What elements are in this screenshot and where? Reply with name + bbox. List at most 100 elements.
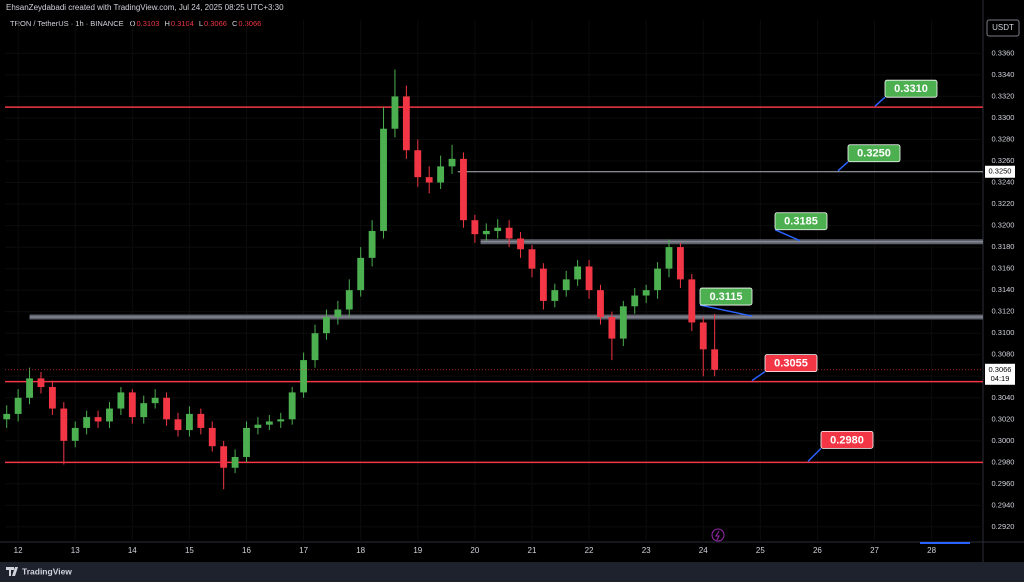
- level-pointer: [807, 447, 822, 462]
- y-tick-label: 0.3180: [992, 242, 1015, 251]
- y-tick-label: 0.3140: [992, 285, 1015, 294]
- candle-body: [642, 290, 650, 296]
- candle-body: [14, 397, 22, 414]
- y-tick-label: 0.2960: [992, 479, 1015, 488]
- candle-body: [151, 397, 159, 404]
- y-tick-label: 0.3300: [992, 113, 1015, 122]
- candle-body: [482, 230, 490, 235]
- countdown: 04:19: [991, 374, 1010, 383]
- level-tag: [884, 79, 938, 98]
- candle-body: [368, 230, 376, 258]
- x-tick-label: 15: [185, 546, 194, 555]
- ohlc-value: 0.3104: [171, 19, 194, 28]
- axis-level-label: 0.3250: [989, 167, 1012, 176]
- candle-body: [345, 290, 353, 310]
- credit: EhsanZeydabadi created with TradingView.…: [6, 3, 284, 12]
- symbol: TRON / TetherUS · 1h · BINANCE: [10, 19, 124, 28]
- level-tag: [820, 430, 874, 449]
- level-tag: [699, 287, 753, 306]
- x-tick-label: 22: [585, 546, 594, 555]
- level-tag-label: 0.3250: [857, 148, 891, 160]
- footer: [0, 562, 1024, 582]
- candle-body: [208, 427, 216, 447]
- candle-body: [505, 227, 513, 239]
- ohlc-value: 0.3066: [204, 19, 227, 28]
- candle-body: [37, 378, 45, 388]
- ohlc-label: C: [232, 19, 238, 28]
- level-pointer: [699, 304, 753, 317]
- x-tick-label: 20: [470, 546, 479, 555]
- candle-body: [83, 417, 91, 428]
- y-tick-label: 0.3320: [992, 91, 1015, 100]
- candle-body: [437, 166, 445, 183]
- candle-body: [528, 249, 536, 269]
- candle-body: [494, 227, 502, 231]
- level-tag-label: 0.3055: [774, 358, 808, 370]
- y-tick-label: 0.3080: [992, 350, 1015, 359]
- y-tick-label: 0.2920: [992, 522, 1015, 531]
- ohlc-label: H: [164, 19, 169, 28]
- candle-body: [562, 279, 570, 291]
- x-tick-label: 26: [813, 546, 822, 555]
- candle-body: [608, 317, 616, 339]
- candle-body: [311, 333, 319, 361]
- y-tick-label: 0.3280: [992, 134, 1015, 143]
- currency-box: [986, 19, 1020, 37]
- candle-body: [357, 257, 365, 291]
- ohlc-value: 0.3066: [238, 19, 261, 28]
- x-tick-label: 21: [528, 546, 537, 555]
- x-tick-label: 14: [128, 546, 137, 555]
- candle-body: [654, 268, 661, 291]
- candle-body: [539, 268, 547, 301]
- candle-body: [517, 238, 524, 250]
- axis-level-tag: [985, 165, 1015, 178]
- candle-body: [26, 378, 33, 398]
- candle-body: [688, 279, 696, 323]
- level-tag-label: 0.3115: [709, 291, 742, 303]
- candle-body: [380, 128, 387, 231]
- candle-body: [140, 403, 148, 418]
- candle-body: [277, 419, 285, 422]
- candle-body: [631, 295, 639, 307]
- y-tick-label: 0.3240: [992, 178, 1015, 187]
- candle-body: [163, 397, 170, 420]
- y-tick-label: 0.3260: [992, 156, 1015, 165]
- x-tick-label: 25: [756, 546, 765, 555]
- candle-body: [265, 421, 273, 425]
- level-tag: [764, 354, 818, 373]
- candle-body: [425, 177, 433, 183]
- level-tag: [774, 212, 828, 231]
- candle-body: [551, 290, 559, 301]
- candle-body: [665, 247, 673, 269]
- candle-body: [391, 96, 399, 129]
- y-tick-label: 0.3000: [992, 436, 1015, 445]
- y-tick-label: 0.3160: [992, 264, 1015, 273]
- candle-body: [220, 446, 228, 468]
- candle-body: [128, 392, 136, 418]
- y-tick-label: 0.3100: [992, 328, 1015, 337]
- candle-body: [300, 360, 308, 393]
- candle-body: [414, 150, 422, 178]
- candle-body: [619, 306, 627, 339]
- ohlc-value: 0.3103: [136, 19, 159, 28]
- level-tag-label: 0.3310: [894, 83, 928, 95]
- x-tick-label: 19: [413, 546, 422, 555]
- y-tick-label: 0.3360: [992, 48, 1015, 57]
- candle-body: [48, 387, 56, 409]
- candle-body: [597, 290, 604, 318]
- candle-body: [676, 247, 684, 280]
- level-tag-label: 0.3185: [784, 216, 818, 228]
- candle-body: [402, 96, 410, 151]
- candle-body: [254, 424, 262, 428]
- candle-body: [94, 417, 102, 422]
- y-tick-label: 0.2980: [992, 457, 1015, 466]
- candle-body: [71, 427, 79, 441]
- level-pointer: [874, 96, 886, 107]
- x-tick-label: 17: [299, 546, 308, 555]
- candle-body: [174, 419, 182, 431]
- candle-body: [288, 392, 296, 420]
- x-tick-label: 16: [242, 546, 251, 555]
- currency: USDT: [992, 23, 1014, 32]
